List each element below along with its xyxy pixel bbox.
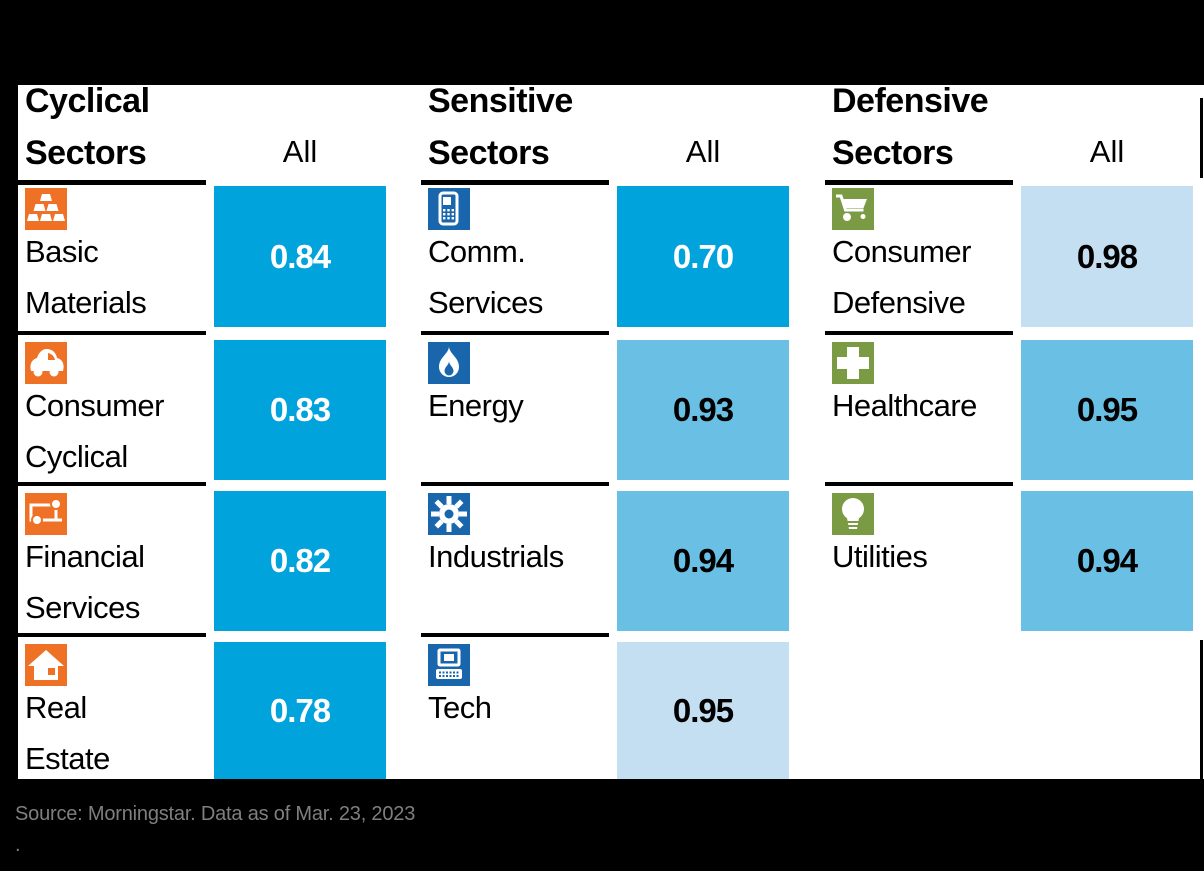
column-header-all: All <box>1089 134 1125 169</box>
lightbulb-icon <box>832 493 874 535</box>
value-cell: 0.82 <box>214 491 386 631</box>
sector-label: Comm. Services <box>428 234 543 320</box>
table-row: Healthcare 0.95 <box>825 340 1197 480</box>
flame-icon <box>428 342 470 384</box>
table-row: Basic Materials 0.84 <box>18 186 390 327</box>
frame-edge <box>1200 640 1203 779</box>
table-row: Energy 0.93 <box>421 340 793 480</box>
sector-label: Healthcare <box>832 388 977 423</box>
table-row: Comm. Services 0.70 <box>421 186 793 327</box>
section-sensitive: Sensitive Sectors All Comm. Services 0.7… <box>421 82 793 779</box>
value-cell: 0.93 <box>617 340 789 480</box>
row-divider <box>18 633 206 637</box>
table-row: Utilities 0.94 <box>825 491 1197 631</box>
frame-edge <box>1200 98 1203 178</box>
house-icon <box>25 644 67 686</box>
section-defensive: Defensive Sectors All Consumer Defensive… <box>825 82 1197 779</box>
row-divider <box>18 482 206 486</box>
value-cell: 0.84 <box>214 186 386 327</box>
value-cell: 0.78 <box>214 642 386 779</box>
row-divider <box>18 331 206 335</box>
column-header-all: All <box>282 134 318 169</box>
value-cell: 0.95 <box>1021 340 1193 480</box>
gear-icon <box>428 493 470 535</box>
header-rule <box>421 180 609 185</box>
sector-label: Tech <box>428 690 492 725</box>
medical-cross-icon <box>832 342 874 384</box>
row-divider <box>421 482 609 486</box>
column-header-all: All <box>685 134 721 169</box>
row-divider <box>825 482 1013 486</box>
table-row: Consumer Defensive 0.98 <box>825 186 1197 327</box>
sector-label: Consumer Defensive <box>832 234 972 320</box>
value-cell: 0.94 <box>1021 491 1193 631</box>
shopping-cart-icon <box>832 188 874 230</box>
section-title: Sensitive Sectors <box>428 82 573 172</box>
car-icon <box>25 342 67 384</box>
header-rule <box>825 180 1013 185</box>
table-row: Real Estate 0.78 <box>18 642 390 779</box>
value-cell: 0.95 <box>617 642 789 779</box>
gold-ingots-icon <box>25 188 67 230</box>
banknote-coins-icon <box>25 493 67 535</box>
value-cell: 0.70 <box>617 186 789 327</box>
sector-label: Industrials <box>428 539 564 574</box>
value-cell: 0.83 <box>214 340 386 480</box>
table-row: Financial Services 0.82 <box>18 491 390 631</box>
section-cyclical: Cyclical Sectors All Basic Materials 0.8… <box>18 82 390 779</box>
table-row: Industrials 0.94 <box>421 491 793 631</box>
row-divider <box>421 331 609 335</box>
sector-label: Real Estate <box>25 690 110 776</box>
computer-icon <box>428 644 470 686</box>
value-cell: 0.94 <box>617 491 789 631</box>
sector-label: Basic Materials <box>25 234 147 320</box>
source-note: Source: Morningstar. Data as of Mar. 23,… <box>15 803 416 825</box>
section-title: Cyclical Sectors <box>25 82 150 172</box>
table-row: Consumer Cyclical 0.83 <box>18 340 390 480</box>
row-divider <box>421 633 609 637</box>
row-divider <box>825 331 1013 335</box>
mobile-phone-icon <box>428 188 470 230</box>
value-cell: 0.98 <box>1021 186 1193 327</box>
sector-label: Financial Services <box>25 539 145 625</box>
sector-label: Utilities <box>832 539 928 574</box>
footer-dot: . <box>15 834 21 856</box>
exhibit-panel: Cyclical Sectors All Basic Materials 0.8… <box>18 82 1204 779</box>
table-row: Tech 0.95 <box>421 642 793 779</box>
sector-label: Consumer Cyclical <box>25 388 165 474</box>
section-title: Defensive Sectors <box>832 82 989 172</box>
header-rule <box>18 180 206 185</box>
sector-label: Energy <box>428 388 524 423</box>
